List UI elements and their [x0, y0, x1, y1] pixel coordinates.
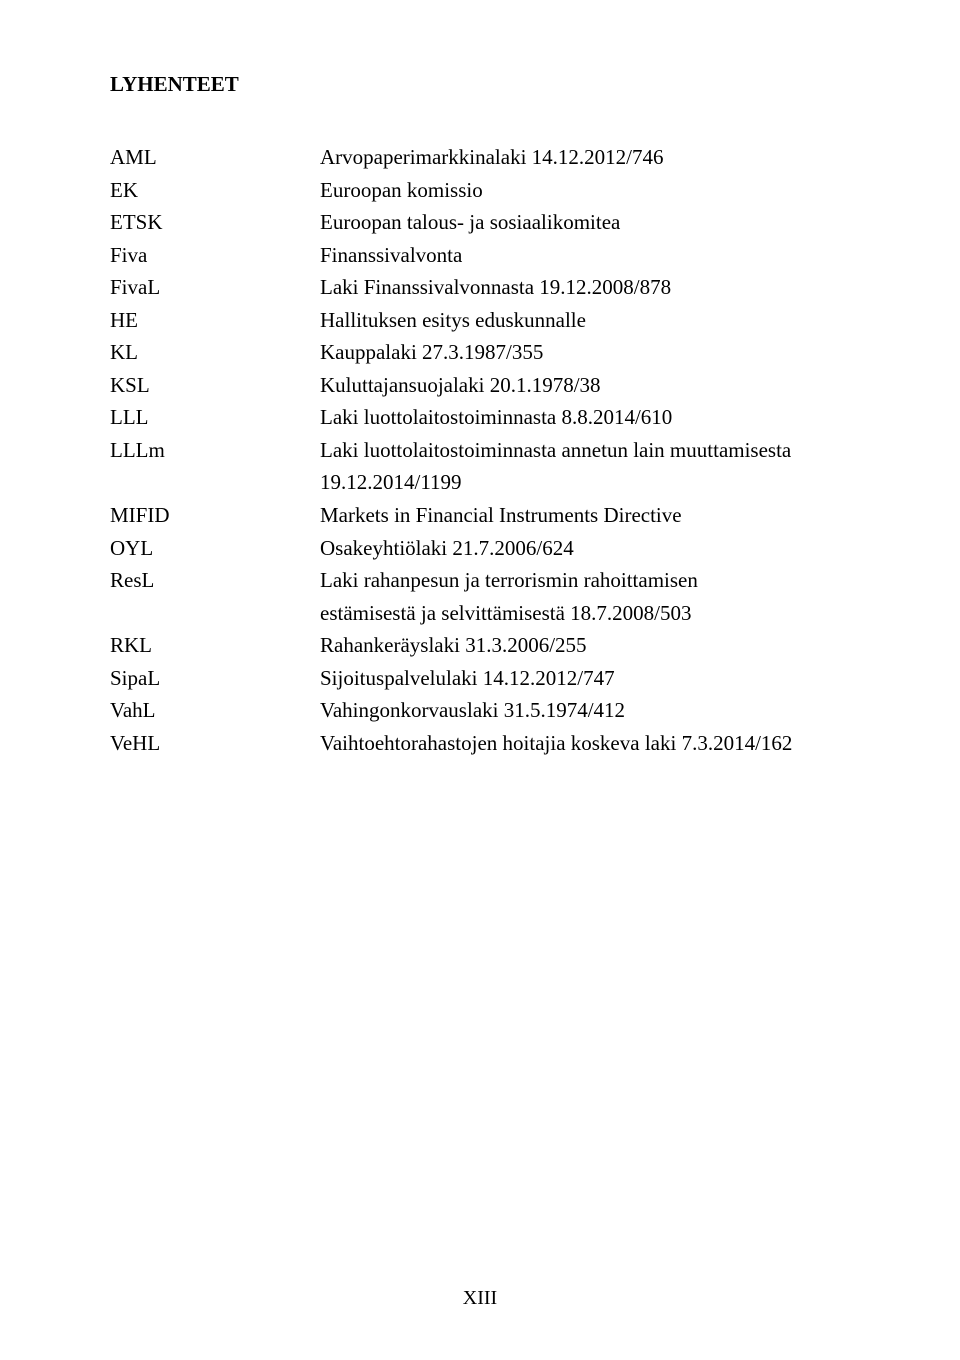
desc-cell: Kuluttajansuojalaki 20.1.1978/38 — [320, 369, 850, 402]
list-item: ResLLaki rahanpesun ja terrorismin rahoi… — [110, 564, 850, 597]
list-item: OYLOsakeyhtiölaki 21.7.2006/624 — [110, 532, 850, 565]
list-item: HEHallituksen esitys eduskunnalle — [110, 304, 850, 337]
page-title: LYHENTEET — [110, 72, 850, 97]
desc-cell: Hallituksen esitys eduskunnalle — [320, 304, 850, 337]
page-number: XIII — [0, 1287, 960, 1310]
list-item: KLKauppalaki 27.3.1987/355 — [110, 336, 850, 369]
abbr-cell: LLLm — [110, 434, 320, 467]
desc-cell: Finanssivalvonta — [320, 239, 850, 272]
desc-cell: Sijoituspalvelulaki 14.12.2012/747 — [320, 662, 850, 695]
abbr-cell: SipaL — [110, 662, 320, 695]
desc-cell: Laki luottolaitostoiminnasta 8.8.2014/61… — [320, 401, 850, 434]
desc-cell: Rahankeräyslaki 31.3.2006/255 — [320, 629, 850, 662]
list-item: VahLVahingonkorvauslaki 31.5.1974/412 — [110, 694, 850, 727]
desc-cell: Euroopan talous- ja sosiaalikomitea — [320, 206, 850, 239]
list-item: VeHLVaihtoehtorahastojen hoitajia koskev… — [110, 727, 850, 760]
list-item: FivaLLaki Finanssivalvonnasta 19.12.2008… — [110, 271, 850, 304]
desc-cell: Laki rahanpesun ja terrorismin rahoittam… — [320, 564, 850, 597]
abbr-cell: VahL — [110, 694, 320, 727]
abbr-cell: RKL — [110, 629, 320, 662]
desc-cell: estämisestä ja selvittämisestä 18.7.2008… — [320, 597, 850, 630]
abbr-cell: ETSK — [110, 206, 320, 239]
desc-cell: Laki Finanssivalvonnasta 19.12.2008/878 — [320, 271, 850, 304]
abbr-cell: OYL — [110, 532, 320, 565]
desc-cell: Arvopaperimarkkinalaki 14.12.2012/746 — [320, 141, 850, 174]
list-item: SipaLSijoituspalvelulaki 14.12.2012/747 — [110, 662, 850, 695]
desc-cell: 19.12.2014/1199 — [320, 466, 850, 499]
list-item: AMLArvopaperimarkkinalaki 14.12.2012/746 — [110, 141, 850, 174]
desc-cell: Vaihtoehtorahastojen hoitajia koskeva la… — [320, 727, 850, 760]
abbr-cell: VeHL — [110, 727, 320, 760]
list-item: estämisestä ja selvittämisestä 18.7.2008… — [110, 597, 850, 630]
desc-cell: Kauppalaki 27.3.1987/355 — [320, 336, 850, 369]
abbr-cell: ResL — [110, 564, 320, 597]
desc-cell: Laki luottolaitostoiminnasta annetun lai… — [320, 434, 850, 467]
page: LYHENTEET AMLArvopaperimarkkinalaki 14.1… — [0, 0, 960, 1360]
list-item: 19.12.2014/1199 — [110, 466, 850, 499]
list-item: MIFIDMarkets in Financial Instruments Di… — [110, 499, 850, 532]
abbr-cell: KSL — [110, 369, 320, 402]
abbr-cell: MIFID — [110, 499, 320, 532]
abbr-cell: Fiva — [110, 239, 320, 272]
list-item: KSLKuluttajansuojalaki 20.1.1978/38 — [110, 369, 850, 402]
abbr-cell: FivaL — [110, 271, 320, 304]
list-item: EKEuroopan komissio — [110, 174, 850, 207]
desc-cell: Vahingonkorvauslaki 31.5.1974/412 — [320, 694, 850, 727]
list-item: RKLRahankeräyslaki 31.3.2006/255 — [110, 629, 850, 662]
abbr-cell: LLL — [110, 401, 320, 434]
abbr-cell: KL — [110, 336, 320, 369]
desc-cell: Markets in Financial Instruments Directi… — [320, 499, 850, 532]
list-item: LLLmLaki luottolaitostoiminnasta annetun… — [110, 434, 850, 467]
abbr-cell: HE — [110, 304, 320, 337]
list-item: FivaFinanssivalvonta — [110, 239, 850, 272]
abbreviation-list: AMLArvopaperimarkkinalaki 14.12.2012/746… — [110, 141, 850, 759]
desc-cell: Osakeyhtiölaki 21.7.2006/624 — [320, 532, 850, 565]
abbr-cell: EK — [110, 174, 320, 207]
desc-cell: Euroopan komissio — [320, 174, 850, 207]
list-item: LLLLaki luottolaitostoiminnasta 8.8.2014… — [110, 401, 850, 434]
list-item: ETSKEuroopan talous- ja sosiaalikomitea — [110, 206, 850, 239]
abbr-cell: AML — [110, 141, 320, 174]
